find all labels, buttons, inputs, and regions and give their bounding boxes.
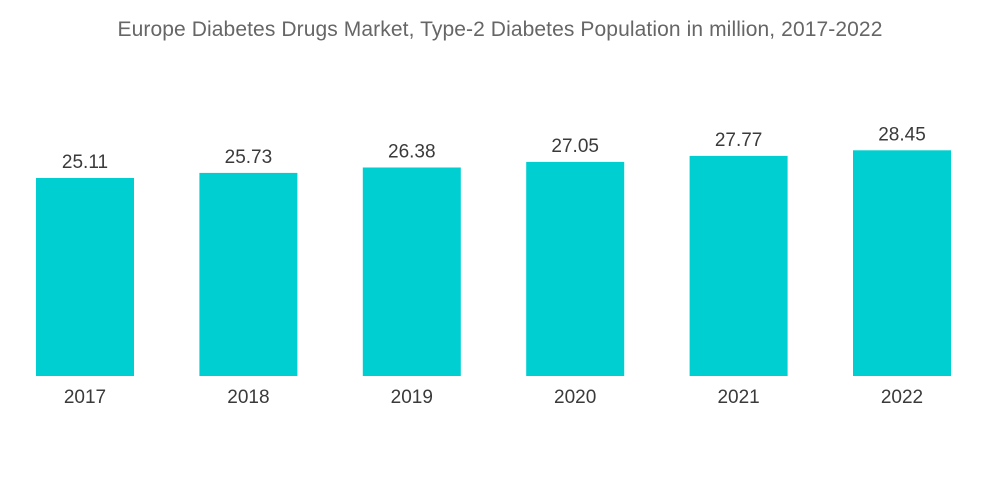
bar-2022 xyxy=(853,150,951,376)
bar-2020 xyxy=(526,161,625,376)
bar-2018 xyxy=(199,172,298,376)
value-label-2019: 26.38 xyxy=(388,142,436,163)
bar-2017 xyxy=(36,178,134,376)
x-tick-label-2019: 2019 xyxy=(391,387,433,408)
value-label-2018: 25.73 xyxy=(225,147,273,168)
x-tick-label-2017: 2017 xyxy=(64,387,106,408)
x-tick-label-2020: 2020 xyxy=(554,387,596,408)
x-tick-label-2022: 2022 xyxy=(881,387,923,408)
x-tick-label-2021: 2021 xyxy=(717,387,759,408)
value-label-2022: 28.45 xyxy=(878,124,926,145)
value-label-2020: 27.05 xyxy=(551,136,599,157)
value-label-2021: 27.77 xyxy=(715,130,763,151)
chart-title: Europe Diabetes Drugs Market, Type-2 Dia… xyxy=(117,18,883,41)
value-label-2017: 25.11 xyxy=(62,152,108,173)
bar-2021 xyxy=(689,155,788,376)
x-tick-label-2018: 2018 xyxy=(227,387,269,408)
bar-2019 xyxy=(362,167,461,376)
